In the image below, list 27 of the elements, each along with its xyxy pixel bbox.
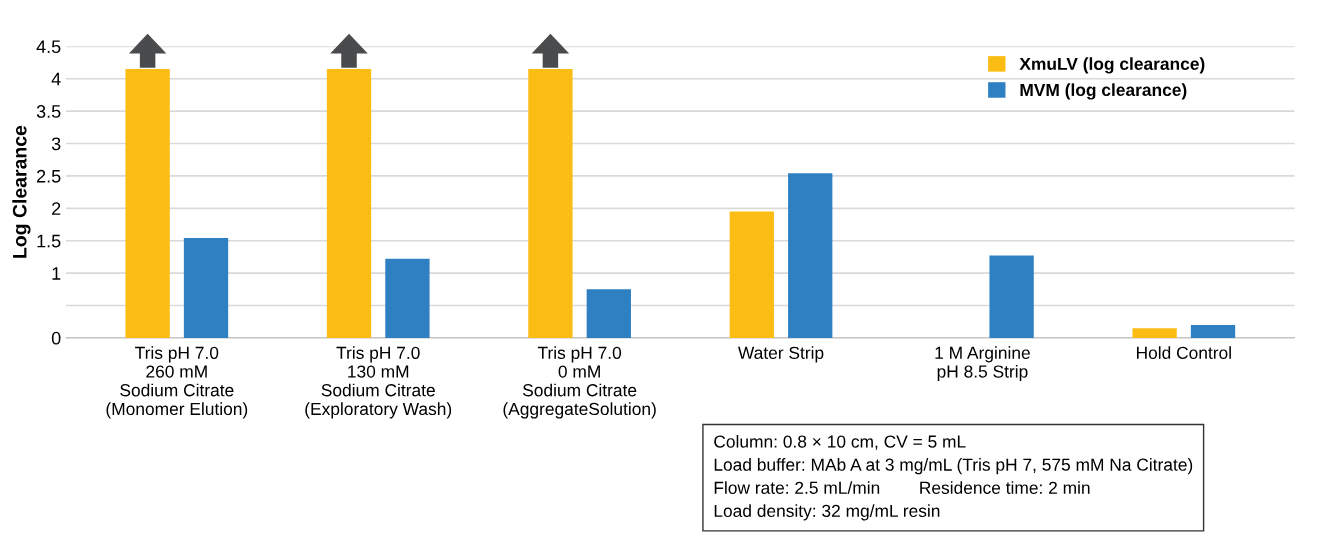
- bar: [586, 289, 631, 338]
- y-tick-label: 2: [52, 202, 61, 215]
- y-tick-label: 3: [51, 137, 61, 151]
- bar: [385, 258, 430, 338]
- x-tick-label: Tris pH 7.0 0 mM Sodium Citrate (AggregateSolution): [503, 346, 656, 419]
- y-axis-title: Log Clearance: [12, 125, 31, 258]
- y-tick-label: 0: [51, 331, 61, 345]
- bar: [1132, 328, 1177, 338]
- y-tick-label: 4.5: [36, 40, 61, 54]
- bar: [989, 255, 1034, 338]
- y-tick-label: 3.5: [36, 105, 61, 118]
- bar: [729, 211, 774, 338]
- bar: [1190, 324, 1236, 338]
- y-tick-label: 1.5: [37, 234, 61, 248]
- x-tick-label: Hold Control: [1136, 346, 1231, 359]
- text: Column: 0.8 × 10 cm, CV = 5 mL Load buffer: MAb A at 3 mg/mL (Tris pH 7, 575 mM Na Citrate) Flow rate: 2.5 mL/min Residence time: 2 min Load density: 32 mg/mL resin: [714, 434, 1193, 521]
- bar: [183, 238, 229, 338]
- y-tick-label: 2.5: [37, 169, 61, 183]
- x-tick-label: Water Strip: [738, 346, 824, 363]
- bar: [788, 173, 833, 338]
- y-tick-label: 1: [52, 267, 61, 280]
- y-tick-label: 4: [51, 72, 61, 86]
- x-tick-label: 1 M Arginine pH 8.5 Strip: [935, 346, 1030, 382]
- x-tick-label: Tris pH 7.0 130 mM Sodium Citrate (Exploratory Wash): [305, 346, 452, 419]
- legend-label: MVM (log clearance): [1020, 83, 1187, 100]
- x-tick-label: Tris pH 7.0 260 mM Sodium Citrate (Monomer Elution): [106, 346, 248, 419]
- legend-label: XmuLV (log clearance): [1019, 57, 1205, 74]
